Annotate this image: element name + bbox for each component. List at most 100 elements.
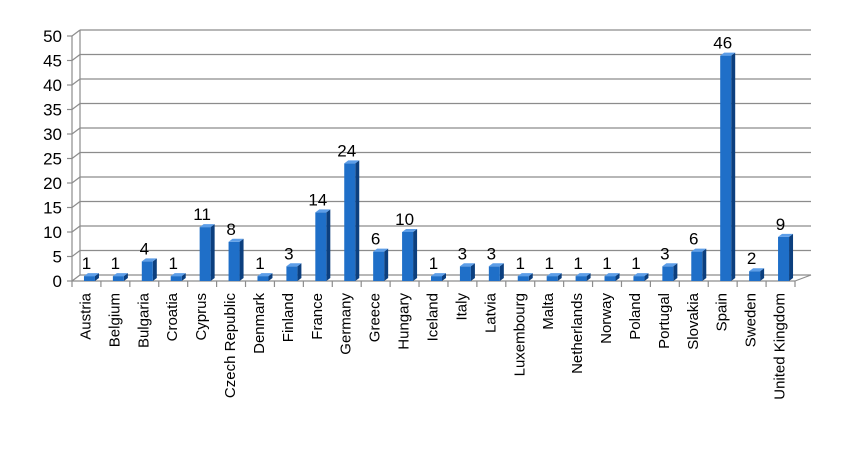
y-tick-label: 0 bbox=[53, 272, 62, 291]
gridline-depth bbox=[71, 176, 81, 184]
bar bbox=[373, 248, 389, 281]
bar-top bbox=[286, 263, 302, 267]
data-label: 1 bbox=[82, 254, 91, 273]
y-tick-label: 35 bbox=[43, 101, 62, 120]
data-label: 1 bbox=[516, 254, 525, 273]
bar-side bbox=[644, 273, 649, 281]
x-category-label: Croatia bbox=[164, 292, 181, 341]
y-tick-label: 25 bbox=[43, 150, 62, 169]
bar bbox=[488, 263, 504, 281]
bar bbox=[344, 160, 360, 281]
data-label: 9 bbox=[776, 215, 785, 234]
bar-front bbox=[691, 251, 703, 281]
bar-front bbox=[546, 276, 558, 281]
bar-top bbox=[257, 273, 273, 277]
bar-front bbox=[662, 266, 674, 281]
bar-side bbox=[673, 263, 678, 281]
data-label: 24 bbox=[337, 141, 356, 160]
bar-front bbox=[344, 163, 356, 281]
bar-top bbox=[402, 229, 418, 232]
bar-top bbox=[344, 160, 360, 164]
bar bbox=[662, 263, 678, 281]
bar-side bbox=[413, 229, 418, 281]
bar bbox=[112, 273, 128, 281]
bar-front bbox=[83, 276, 95, 281]
gridline-depth bbox=[71, 152, 81, 159]
gridline-depth bbox=[71, 54, 81, 61]
x-category-label: Luxembourg bbox=[511, 293, 528, 376]
bar-front bbox=[720, 55, 732, 281]
data-label: 1 bbox=[573, 254, 582, 273]
x-category-label: Poland bbox=[627, 293, 644, 340]
y-tick-label: 45 bbox=[43, 52, 62, 71]
x-category-label: United Kingdom bbox=[772, 293, 789, 400]
bar-top bbox=[315, 209, 331, 213]
bar-front bbox=[170, 276, 182, 281]
bar-top bbox=[575, 273, 591, 277]
x-category-label: Cyprus bbox=[193, 293, 210, 341]
data-label: 46 bbox=[713, 34, 732, 53]
data-label: 1 bbox=[631, 254, 640, 273]
bar bbox=[720, 52, 736, 281]
gridline-depth bbox=[71, 127, 81, 135]
x-category-label: Austria bbox=[77, 292, 94, 339]
y-tick-label: 5 bbox=[53, 248, 62, 267]
bar-side bbox=[789, 233, 794, 281]
data-label: 8 bbox=[226, 220, 235, 239]
bar-top bbox=[170, 273, 186, 277]
bar-top bbox=[633, 273, 649, 277]
bar bbox=[315, 209, 331, 281]
data-label: 10 bbox=[395, 210, 414, 229]
bar-front bbox=[112, 276, 124, 281]
x-category-label: Italy bbox=[453, 293, 470, 321]
bar-top bbox=[720, 52, 736, 56]
x-category-label: Portugal bbox=[656, 293, 673, 349]
y-tick-label: 20 bbox=[43, 174, 62, 193]
bar-top bbox=[83, 273, 99, 277]
bar-side bbox=[470, 263, 475, 281]
bar bbox=[459, 263, 475, 281]
gridline-depth bbox=[71, 201, 81, 208]
bar-front bbox=[575, 276, 587, 281]
bar-front bbox=[257, 276, 269, 281]
bar-side bbox=[528, 273, 533, 281]
bar-front bbox=[488, 266, 500, 281]
bar-top bbox=[431, 273, 446, 277]
bar-top bbox=[604, 273, 620, 277]
bar-front bbox=[402, 232, 414, 281]
data-label: 11 bbox=[193, 205, 211, 224]
bar-front bbox=[517, 276, 529, 281]
bar-front bbox=[286, 266, 298, 281]
bar-top bbox=[488, 263, 504, 267]
x-category-label: Slovakia bbox=[685, 292, 702, 349]
bar-front bbox=[431, 276, 442, 281]
bar bbox=[749, 268, 765, 281]
y-tick-label: 10 bbox=[43, 223, 62, 242]
x-category-label: Spain bbox=[714, 293, 731, 331]
bar-front bbox=[778, 236, 790, 281]
x-category-label: Denmark bbox=[251, 293, 268, 354]
bar-front bbox=[228, 241, 240, 281]
bar-top bbox=[459, 263, 475, 267]
bar bbox=[199, 224, 215, 281]
bar-front bbox=[459, 266, 471, 281]
x-category-label: Finland bbox=[280, 293, 297, 342]
bar-side bbox=[268, 273, 273, 281]
bar-side bbox=[152, 258, 157, 281]
data-label: 14 bbox=[308, 190, 327, 209]
bar bbox=[633, 273, 649, 281]
data-label: 3 bbox=[458, 244, 467, 263]
bar bbox=[228, 238, 244, 281]
bar bbox=[778, 233, 794, 281]
y-tick-label: 15 bbox=[43, 199, 62, 218]
bar-front bbox=[315, 212, 327, 281]
bar-front bbox=[373, 251, 385, 281]
data-label: 3 bbox=[284, 244, 293, 263]
data-label: 1 bbox=[255, 254, 264, 273]
bar-side bbox=[123, 273, 128, 281]
bar-front bbox=[141, 261, 153, 281]
bar bbox=[257, 273, 273, 281]
labels-layer: 1Austria1Belgium4Bulgaria1Croatia11Cypru… bbox=[77, 34, 788, 400]
x-category-label: Greece bbox=[367, 293, 384, 342]
